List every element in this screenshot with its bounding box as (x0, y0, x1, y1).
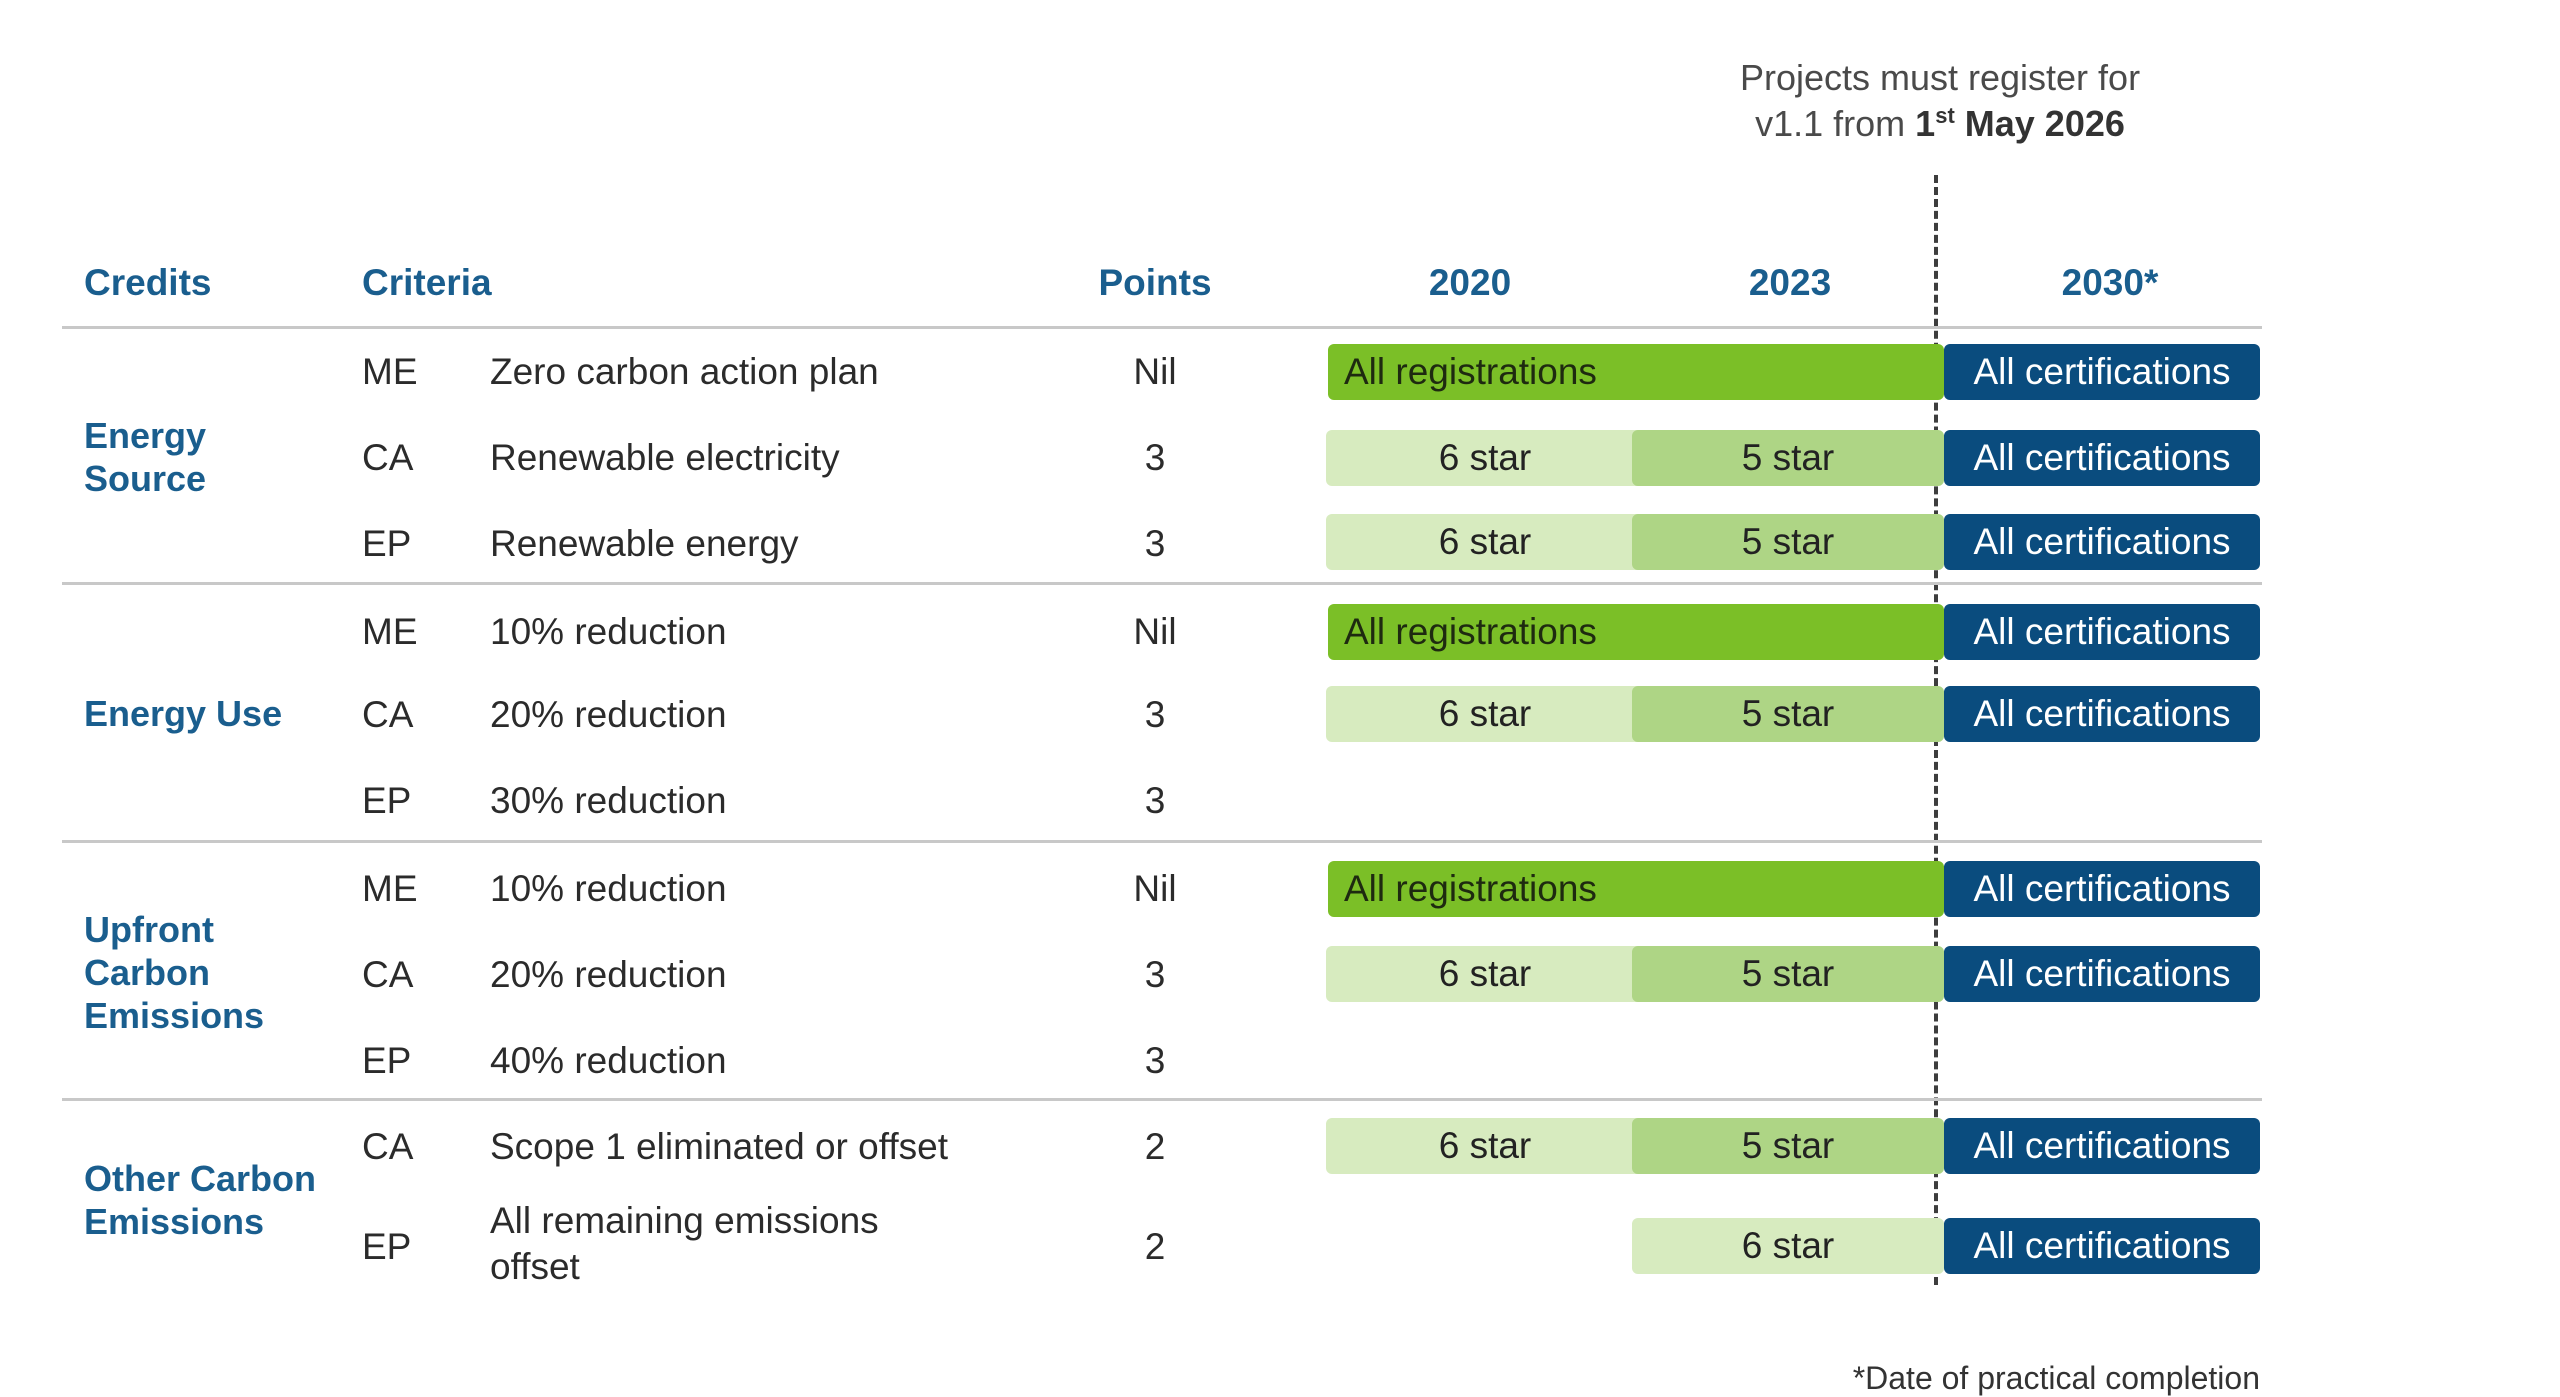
bar-2023-star: 5 star (1632, 686, 1944, 742)
row-points: Nil (1133, 868, 1177, 909)
footnote: *Date of practical completion (1852, 1360, 2260, 1396)
row-points: 3 (1144, 437, 1166, 478)
row-code: CA (362, 954, 414, 995)
bar-all-certifications: All certifications (1944, 604, 2260, 660)
bar-2023-star: 5 star (1632, 1118, 1944, 1174)
row-points: 3 (1144, 694, 1166, 735)
bar-2020-star: 6 star (1326, 686, 1644, 742)
row-points: Nil (1133, 611, 1177, 652)
row-criteria: 30% reduction (490, 780, 727, 821)
row-criteria: 10% reduction (490, 611, 727, 652)
bar-all-certifications: All certifications (1944, 1118, 2260, 1174)
row-points: Nil (1133, 351, 1177, 392)
separator-upfront-carbon (62, 1098, 2262, 1101)
row-points: 2 (1144, 1226, 1166, 1267)
header-2023: 2023 (1748, 262, 1832, 303)
row-code: ME (362, 611, 418, 652)
registration-note: Projects must register for v1.1 from 1st… (1640, 55, 2240, 147)
bar-all-registrations: All registrations (1328, 344, 1944, 400)
row-code: ME (362, 868, 418, 909)
header-credits: Credits (84, 262, 212, 303)
row-criteria: Renewable electricity (490, 437, 840, 478)
bar-2020-star: 6 star (1326, 946, 1644, 1002)
bar-2020-star: 6 star (1326, 514, 1644, 570)
group-label-energy-use: Energy Use (84, 693, 283, 734)
note-day: 1 (1915, 103, 1936, 144)
separator-energy-use (62, 840, 2262, 843)
row-points: 3 (1144, 1040, 1166, 1081)
row-points: 3 (1144, 523, 1166, 564)
note-prefix: v1.1 from (1755, 103, 1916, 144)
bar-2023-star: 5 star (1632, 946, 1944, 1002)
bar-2023-star: 6 star (1632, 1218, 1944, 1274)
row-code: EP (362, 780, 412, 821)
bar-2020-star: 6 star (1326, 430, 1644, 486)
bar-all-registrations: All registrations (1328, 861, 1944, 917)
separator-energy-source (62, 582, 2262, 585)
bar-all-certifications: All certifications (1944, 344, 2260, 400)
bar-all-certifications: All certifications (1944, 686, 2260, 742)
row-code: CA (362, 437, 414, 478)
row-criteria: 40% reduction (490, 1040, 727, 1081)
row-code: EP (362, 523, 412, 564)
row-code: CA (362, 694, 414, 735)
note-date: May 2026 (1954, 103, 2125, 144)
row-points: 3 (1144, 954, 1166, 995)
separator-header (62, 326, 2262, 329)
header-points: Points (1098, 262, 1212, 303)
group-label-upfront-carbon: Upfront Carbon Emissions (84, 909, 265, 1036)
row-criteria: Zero carbon action plan (490, 351, 879, 392)
bar-all-certifications: All certifications (1944, 946, 2260, 1002)
header-criteria: Criteria (362, 262, 492, 303)
row-code: EP (362, 1040, 412, 1081)
row-criteria: 10% reduction (490, 868, 727, 909)
bar-2023-star: 5 star (1632, 430, 1944, 486)
row-code: CA (362, 1126, 414, 1167)
bar-all-certifications: All certifications (1944, 1218, 2260, 1274)
row-points: 2 (1144, 1126, 1166, 1167)
bar-all-certifications: All certifications (1944, 514, 2260, 570)
header-2020: 2020 (1428, 262, 1512, 303)
bar-2023-star: 5 star (1632, 514, 1944, 570)
row-criteria: Scope 1 eliminated or offset (490, 1126, 948, 1167)
row-points: 3 (1144, 780, 1166, 821)
row-code: ME (362, 351, 418, 392)
row-criteria: 20% reduction (490, 694, 727, 735)
row-criteria: All remaining emissions offset (490, 1200, 879, 1287)
row-criteria: 20% reduction (490, 954, 727, 995)
note-ordinal: st (1935, 103, 1955, 128)
note-line-2: v1.1 from 1st May 2026 (1640, 101, 2240, 147)
row-criteria: Renewable energy (490, 523, 799, 564)
row-code: EP (362, 1226, 412, 1267)
bar-all-registrations: All registrations (1328, 604, 1944, 660)
group-label-energy-source: Energy Source (84, 415, 207, 499)
note-line-1: Projects must register for (1739, 57, 2141, 98)
header-2030: 2030* (2061, 262, 2159, 303)
group-label-other-carbon: Other Carbon Emissions (84, 1158, 317, 1242)
bar-2020-star: 6 star (1326, 1118, 1644, 1174)
bar-all-certifications: All certifications (1944, 861, 2260, 917)
bar-all-certifications: All certifications (1944, 430, 2260, 486)
